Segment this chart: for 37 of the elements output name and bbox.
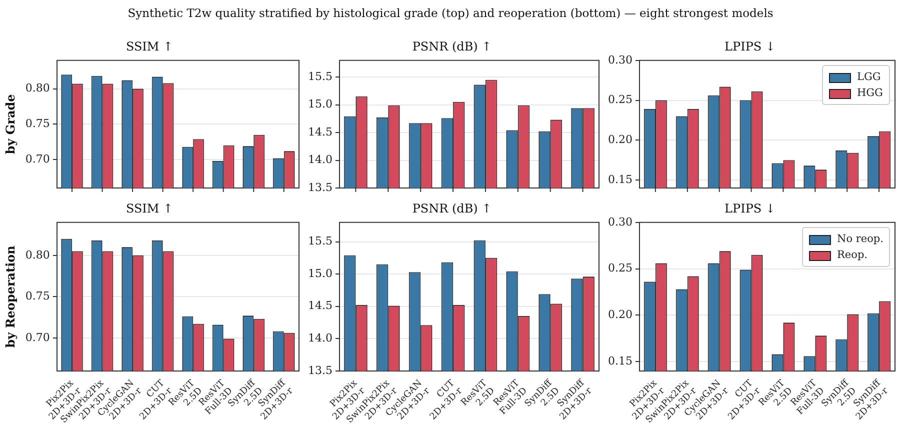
legend-label: Reop. xyxy=(837,249,868,262)
y-tick-label: 13.5 xyxy=(308,364,332,377)
y-tick-label: 15.5 xyxy=(308,70,332,83)
y-tick-label: 0.70 xyxy=(25,152,50,166)
chart-title: PSNR (dB) ↑ xyxy=(412,39,492,54)
chart-title: LPIPS ↓ xyxy=(724,201,776,216)
y-tick-label: 15.0 xyxy=(308,98,332,111)
y-tick-label: 14.5 xyxy=(308,299,332,312)
y-tick-label: 0.70 xyxy=(25,330,50,344)
y-tick-label: 0.80 xyxy=(25,82,50,95)
y-tick-label: 0.80 xyxy=(25,248,50,262)
y-tick-label: 0.20 xyxy=(608,133,632,146)
y-tick-label: 0.30 xyxy=(608,53,632,66)
y-tick-label: 14.0 xyxy=(308,331,332,344)
chart-title: PSNR (dB) ↑ xyxy=(412,201,492,216)
chart-title: LPIPS ↓ xyxy=(724,39,776,54)
legend-label: No reop. xyxy=(837,233,884,246)
y-tick-label: 15.0 xyxy=(308,266,332,280)
y-tick-label: 0.75 xyxy=(25,290,50,303)
y-tick-label: 15.5 xyxy=(308,234,332,248)
y-tick-label: 13.5 xyxy=(308,180,332,194)
y-tick-label: 0.15 xyxy=(608,354,632,368)
legend-label: HGG xyxy=(857,87,883,100)
y-tick-label: 0.25 xyxy=(608,93,632,106)
y-tick-label: 0.75 xyxy=(25,117,50,130)
y-tick-label: 14.5 xyxy=(308,125,332,138)
y-tick-label: 0.20 xyxy=(608,308,632,322)
y-axis-title: by Grade xyxy=(3,94,18,154)
y-tick-label: 14.0 xyxy=(308,153,332,166)
y-axis-title: by Reoperation xyxy=(3,245,18,348)
y-tick-label: 0.25 xyxy=(608,262,632,275)
legend-label: LGG xyxy=(857,71,881,84)
text: Synthetic T2w quality stratified by histological grade (top) and reoperation (bottom) — eight strongest models xyxy=(126,6,774,20)
chart-title: SSIM ↑ xyxy=(126,39,174,54)
y-tick-label: 0.15 xyxy=(608,172,632,186)
y-tick-label: 0.30 xyxy=(608,215,632,228)
chart-title: SSIM ↑ xyxy=(126,201,174,216)
